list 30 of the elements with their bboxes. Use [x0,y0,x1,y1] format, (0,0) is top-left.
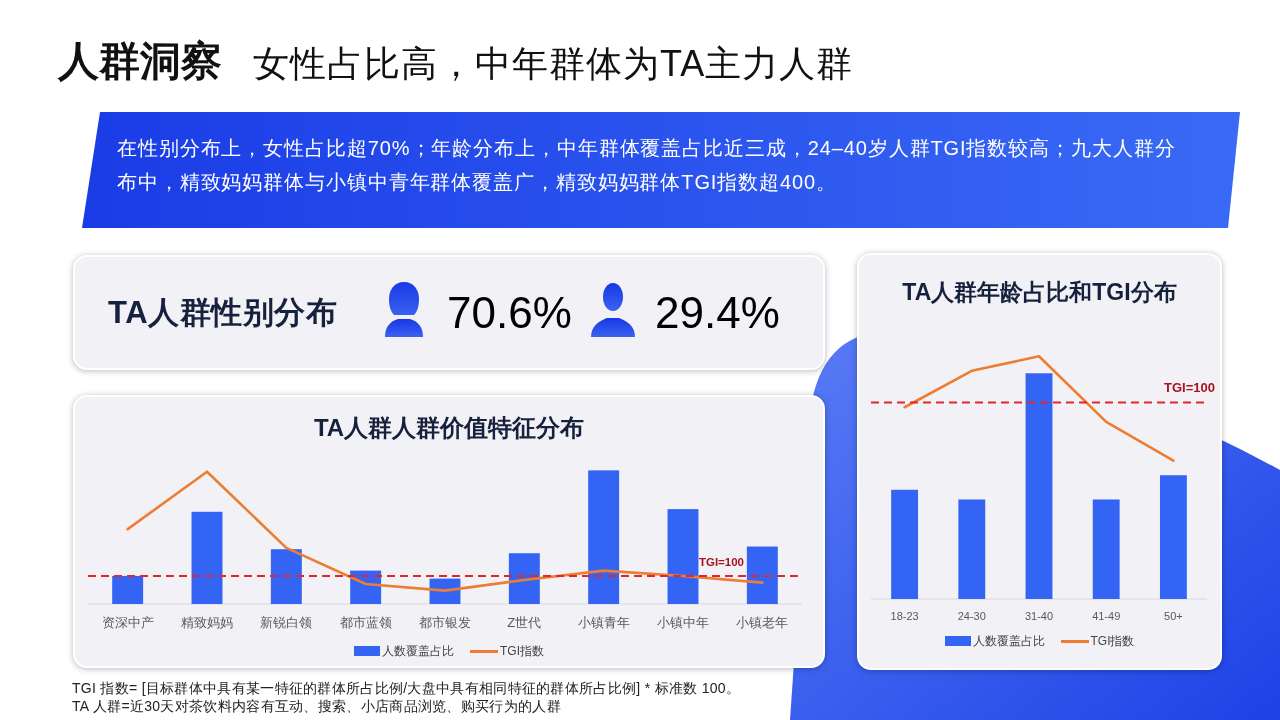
text: 女性占比高，中年群体为TA主力人群 [253,43,854,84]
text: TGI 指数= [目标群体中具有某一特征的群体所占比例/大盘中具有相同特征的群体所占比例] * 标准数 100。 [72,679,741,697]
chart-title: TA人群人群价值特征分布 [312,414,586,442]
x-tick-label: 精致妈妈 [181,615,233,630]
x-tick-label: 41-49 [1092,610,1121,622]
text: 人群洞察 [58,38,222,84]
x-tick-label: 资深中产 [101,615,154,630]
x-tick-label: 都市蓝领 [339,615,392,630]
chart-title: TA人群年龄占比和TGI分布 [901,279,1178,306]
x-tick-label: 18-23 [890,610,919,622]
text: 29.4% [655,287,780,337]
legend-label: 人数覆盖占比 [972,632,1045,650]
text: TA人群性别分布 [108,294,338,330]
text: 70.6% [447,287,572,337]
x-tick-label: Z世代 [507,615,542,630]
x-tick-label: 小镇中年 [657,615,709,630]
legend-label: TGI指数 [500,642,544,660]
x-tick-label: 都市银发 [419,615,471,630]
legend-label: 人数覆盖占比 [382,642,454,660]
x-tick-label: 50+ [1164,610,1183,622]
legend-label: TGI指数 [1090,632,1135,650]
text: 在性别分布上，女性占比超70%；年龄分布上，中年群体覆盖占比近三成，24–40岁人群TGI指数较高；九大人群分布中，精致妈妈群体与小镇中青年群体覆盖广，精致妈妈群体TGI指数超400。 [117,136,1177,195]
x-tick-label: 小镇老年 [736,615,789,630]
annotation: TGI=100 [698,555,744,568]
text: TA 人群=近30天对茶饮料内容有互动、搜索、小店商品浏览、购买行为的人群 [72,697,561,715]
x-tick-label: 24-30 [957,610,986,622]
annotation: TGI=100 [1164,380,1215,396]
x-tick-label: 小镇青年 [577,615,630,630]
x-tick-label: 新锐白领 [260,615,313,630]
x-tick-label: 31-40 [1024,610,1054,622]
